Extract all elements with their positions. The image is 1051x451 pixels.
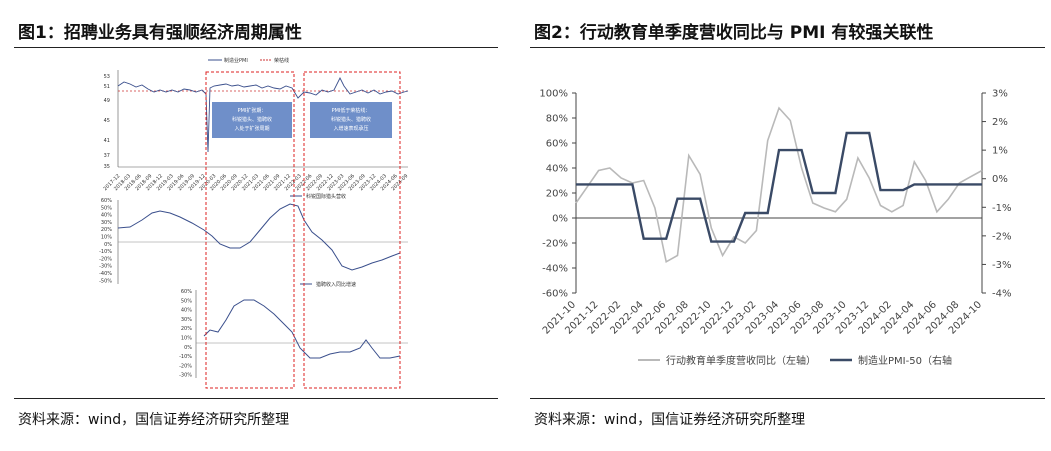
liepin-ytick: 0% bbox=[184, 345, 192, 351]
liepin-revenue-chart: 60% 50% 40% 30% 20% 10% 0% -10% -20% -30% 猎聘收入同比增… bbox=[179, 281, 408, 379]
chart-legend: 行动教育单季度营收同比（左轴） 制造业PMI-50（右轴 bbox=[638, 354, 952, 367]
left-tick-label: -40% bbox=[542, 264, 568, 275]
pmi-ytick: 51 bbox=[104, 84, 110, 90]
right-tick-label: -3% bbox=[992, 260, 1011, 271]
pmi-ytick: 35 bbox=[104, 164, 110, 170]
liepin-revenue-line bbox=[203, 299, 401, 359]
liepin-ytick: 30% bbox=[181, 317, 192, 323]
contraction-period-frame bbox=[303, 71, 401, 389]
headhunting-ytick: 20% bbox=[101, 227, 112, 233]
pmi-chart: 53 51 49 45 41 37 35 2017-122018-032018-… bbox=[102, 57, 409, 192]
boom-bust-legend-label: 荣枯线 bbox=[274, 57, 289, 64]
right-source-rule bbox=[530, 398, 1045, 399]
expansion-period-frame bbox=[205, 71, 295, 389]
headhunting-ytick: -10% bbox=[99, 249, 112, 255]
left-tick-label: -20% bbox=[542, 239, 568, 250]
right-figure-title: 图2：行动教育单季度营收同比与 PMI 有较强关联性 bbox=[534, 23, 934, 43]
pmi-line bbox=[117, 76, 409, 153]
left-source-note: 资料来源：wind，国信证券经济研究所整理 bbox=[18, 412, 290, 428]
headhunting-ytick: 40% bbox=[101, 213, 112, 219]
liepin-ytick: -20% bbox=[179, 363, 192, 369]
liepin-ytick: -10% bbox=[179, 354, 192, 360]
headhunting-revenue-chart: 60%50% 40%30%20% 10%0%-10%-20% -30%-40%-50%… bbox=[99, 193, 408, 284]
right-tick-label: -1% bbox=[992, 203, 1011, 214]
right-tick-label: 3% bbox=[992, 89, 1008, 100]
headhunting-ytick: -30% bbox=[99, 264, 112, 270]
left-title-rule bbox=[14, 47, 498, 48]
contraction-annotation-box bbox=[310, 102, 392, 138]
headhunting-ytick: -50% bbox=[99, 278, 112, 284]
liepin-ytick: -30% bbox=[179, 373, 192, 379]
contraction-annotation-line: 入增速表现承压 bbox=[333, 125, 368, 132]
headhunting-ytick: 10% bbox=[101, 235, 112, 241]
liepin-ytick: 10% bbox=[181, 336, 192, 342]
right-tick-label: 1% bbox=[992, 146, 1008, 157]
pmi-ytick: 53 bbox=[104, 74, 110, 80]
expansion-annotation-line: 科锐猎头、猎聘收 bbox=[232, 116, 272, 123]
headhunting-ytick: 30% bbox=[101, 220, 112, 226]
contraction-annotation-line: 科锐猎头、猎聘收 bbox=[331, 116, 371, 123]
headhunting-ytick: -20% bbox=[99, 256, 112, 262]
left-figure-panel: 图1：招聘业务具有强顺经济周期属性 53 51 49 45 41 37 35 2… bbox=[0, 0, 500, 451]
headhunting-legend-label: 科锐国际猎头营收 bbox=[306, 193, 346, 200]
right-tick-label: -4% bbox=[992, 289, 1011, 300]
education-legend-label: 行动教育单季度营收同比（左轴） bbox=[666, 354, 816, 367]
right-tick-label: 2% bbox=[992, 117, 1008, 128]
contraction-annotation-line: PMI低于荣枯线： bbox=[332, 107, 371, 114]
headhunting-ytick: 0% bbox=[104, 242, 112, 248]
expansion-annotation-line: 入处于扩张周期 bbox=[234, 125, 269, 132]
education-pmi-chart: 100% 80% 60% 40% 20% 0% -20% -40% -60% 3% 2% 1% 0% -… bbox=[539, 89, 1011, 368]
left-tick-label: -60% bbox=[542, 289, 568, 300]
right-figure-panel: 图2：行动教育单季度营收同比与 PMI 有较强关联性 100% 80% 60% 40%… bbox=[520, 0, 1051, 451]
left-tick-label: 80% bbox=[546, 114, 568, 125]
liepin-ytick: 60% bbox=[181, 289, 192, 295]
right-title-rule bbox=[530, 47, 1045, 48]
headhunting-ytick: 60% bbox=[101, 198, 112, 204]
headhunting-ytick: -40% bbox=[99, 271, 112, 277]
expansion-annotation-line: PMI扩张期： bbox=[238, 107, 267, 114]
pmi-legend-label: 制造业PMI bbox=[224, 57, 248, 64]
headhunting-revenue-line bbox=[117, 203, 401, 271]
pmi-legend-label: 制造业PMI-50（右轴 bbox=[858, 354, 952, 367]
right-tick-label: 0% bbox=[992, 174, 1008, 185]
liepin-legend-label: 猎聘收入同比增速 bbox=[316, 281, 356, 288]
pmi-minus-50-line bbox=[576, 131, 982, 243]
pmi-ytick: 45 bbox=[104, 118, 110, 124]
left-tick-label: 0% bbox=[552, 214, 568, 225]
education-revenue-yoy-line bbox=[575, 106, 983, 264]
left-figure-title: 图1：招聘业务具有强顺经济周期属性 bbox=[18, 23, 302, 43]
liepin-ytick: 50% bbox=[181, 298, 192, 304]
right-source-note: 资料来源：wind，国信证券经济研究所整理 bbox=[534, 412, 806, 428]
left-tick-label: 20% bbox=[546, 189, 568, 200]
right-tick-label: -2% bbox=[992, 231, 1011, 242]
left-source-rule bbox=[14, 398, 498, 399]
left-tick-label: 60% bbox=[546, 139, 568, 150]
liepin-ytick: 40% bbox=[181, 308, 192, 314]
pmi-ytick: 49 bbox=[104, 98, 110, 104]
left-composite-chart: 53 51 49 45 41 37 35 2017-122018-032018-… bbox=[99, 57, 409, 389]
pmi-ytick: 41 bbox=[104, 138, 110, 144]
left-tick-label: 40% bbox=[546, 164, 568, 175]
headhunting-ytick: 50% bbox=[101, 205, 112, 211]
pmi-ytick: 37 bbox=[104, 153, 110, 159]
left-tick-label: 100% bbox=[539, 89, 568, 100]
expansion-annotation-box bbox=[212, 102, 292, 138]
liepin-ytick: 20% bbox=[181, 326, 192, 332]
